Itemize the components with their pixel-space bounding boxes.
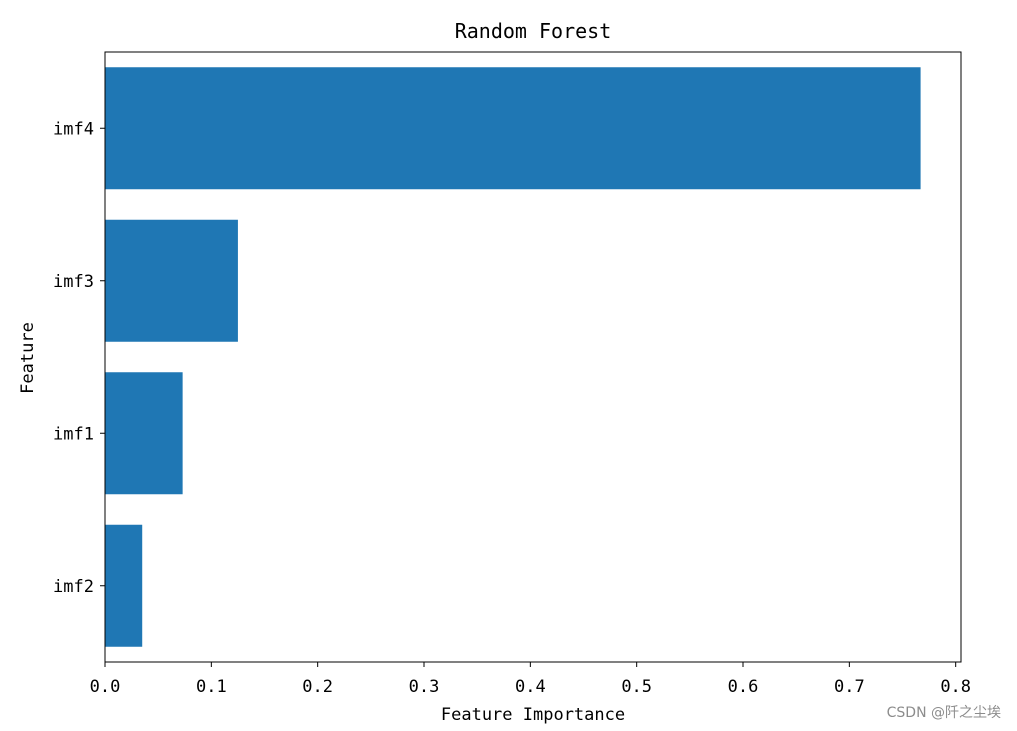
watermark: CSDN @阡之尘埃 — [886, 705, 1001, 721]
x-tick-label: 0.7 — [834, 677, 865, 697]
bar-imf2 — [105, 524, 143, 647]
bars — [105, 67, 921, 647]
x-tick-label: 0.2 — [302, 677, 333, 697]
x-tick-label: 0.4 — [515, 677, 546, 697]
plot-area-frame — [104, 51, 962, 663]
y-tick-label: imf2 — [53, 577, 94, 597]
y-tick-label: imf4 — [53, 119, 94, 139]
x-tick-label: 0.0 — [90, 677, 121, 697]
y-tick-label: imf3 — [53, 272, 94, 292]
y-tick-label: imf1 — [53, 424, 94, 444]
x-axis-ticks: 0.0 0.1 0.2 0.3 0.4 0.5 0.6 0.7 0.8 — [90, 662, 971, 697]
x-tick-label: 0.6 — [728, 677, 759, 697]
x-axis-label: Feature Importance — [441, 705, 625, 725]
x-tick-label: 0.1 — [196, 677, 227, 697]
bar-imf3 — [105, 219, 238, 342]
bar-imf1 — [105, 372, 183, 495]
x-tick-label: 0.5 — [621, 677, 652, 697]
bar-imf4 — [105, 67, 921, 190]
x-tick-label: 0.8 — [940, 677, 971, 697]
y-axis-label: Feature — [18, 322, 38, 394]
y-axis-ticks: imf4 imf3 imf1 imf2 — [53, 119, 105, 597]
x-tick-label: 0.3 — [409, 677, 440, 697]
chart-title: Random Forest — [455, 19, 612, 43]
